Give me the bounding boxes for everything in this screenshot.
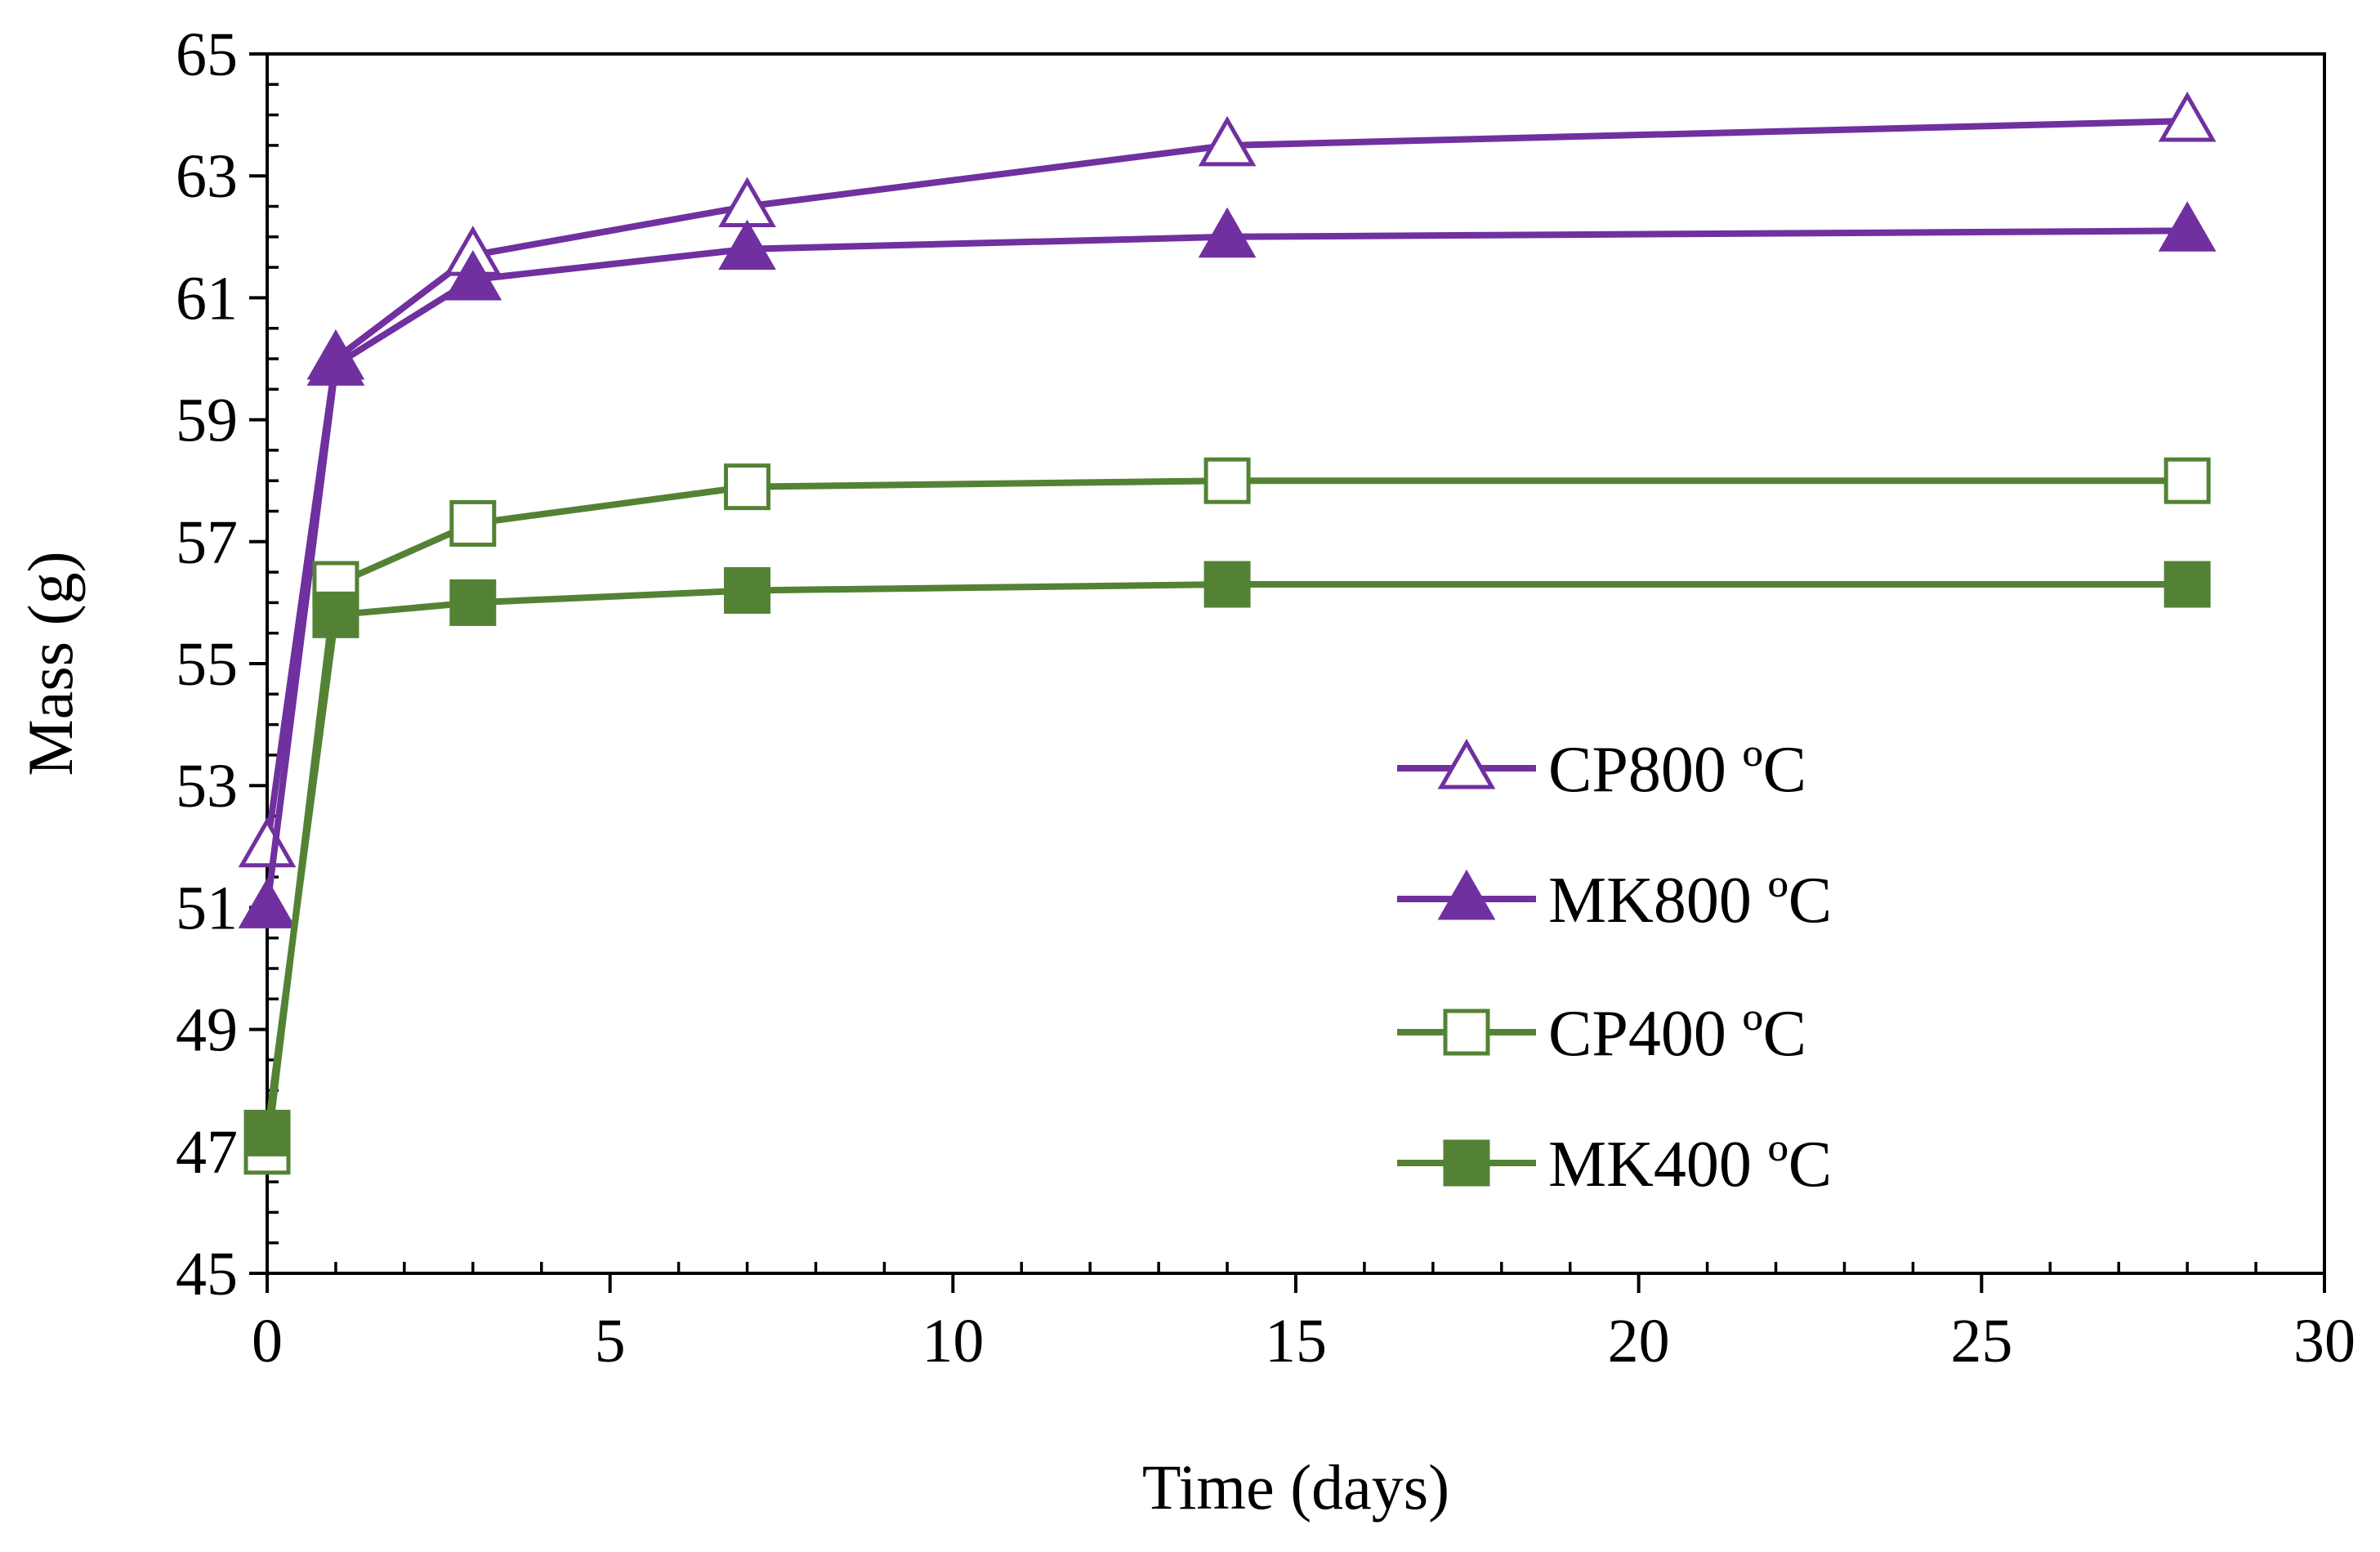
data-point (2163, 561, 2211, 608)
legend-label: MK400 ºC (1548, 1129, 1832, 1201)
legend-marker (1443, 1009, 1490, 1056)
legend-label: CP400 ºC (1548, 998, 1806, 1070)
data-point (238, 878, 297, 928)
y-tick-label: 55 (176, 630, 238, 699)
legend-entry: MK400 ºC (1397, 1129, 1832, 1201)
data-point (2158, 201, 2217, 252)
legend-entry: CP400 ºC (1397, 998, 1806, 1070)
legend-entry: CP800 ºC (1397, 734, 1806, 806)
data-point (238, 816, 297, 868)
y-tick-label: 53 (176, 752, 238, 821)
data-point (312, 591, 359, 638)
y-tick-label: 51 (176, 874, 238, 942)
data-point (2163, 457, 2211, 504)
series-line (264, 581, 2188, 1134)
legend-marker (1443, 1139, 1490, 1187)
plot-area (266, 52, 2326, 1275)
legend-label: MK800 ºC (1548, 865, 1832, 937)
y-tick-label: 59 (176, 387, 238, 455)
series-mk400-c (243, 561, 2211, 1156)
x-tick-label: 20 (1608, 1307, 1670, 1375)
series-line (264, 227, 2188, 908)
data-point (243, 1109, 291, 1156)
y-axis-title: Mass (g) (15, 551, 86, 776)
data-point (1203, 457, 1251, 504)
y-tick-label: 47 (176, 1118, 238, 1187)
data-point (1203, 561, 1251, 608)
legend: CP800 ºC MK800 ºC CP400 ºC MK400 ºC (1397, 734, 1832, 1201)
x-tick-label: 0 (252, 1307, 283, 1375)
x-tick-label: 5 (595, 1307, 626, 1375)
y-tick-label: 63 (176, 142, 238, 211)
data-point (306, 335, 365, 386)
y-tick-label: 57 (176, 508, 238, 577)
data-point (724, 566, 771, 614)
data-point (444, 249, 502, 301)
data-point (449, 579, 497, 626)
data-point (1198, 115, 1257, 167)
axes: 45 47 49 51 53 55 57 59 61 63 65 0 5 10 15 20 25 30 (176, 20, 2355, 1375)
legend-label: CP800 ºC (1548, 734, 1806, 806)
x-tick-label: 25 (1950, 1307, 2012, 1375)
series-mk800-c (238, 201, 2217, 928)
legend-entry: MK800 ºC (1397, 865, 1832, 937)
legend-marker (1437, 738, 1496, 789)
data-point (2158, 91, 2217, 142)
y-tick-label: 61 (176, 264, 238, 333)
x-tick-label: 10 (922, 1307, 984, 1375)
y-tick-label: 49 (176, 996, 238, 1065)
data-point (718, 219, 776, 271)
x-tick-label: 15 (1265, 1307, 1327, 1375)
x-axis-title: Time (days) (1142, 1451, 1449, 1523)
data-point (724, 463, 771, 511)
x-tick-label: 30 (2293, 1307, 2355, 1375)
legend-marker (1437, 869, 1496, 920)
y-tick-label: 45 (176, 1240, 238, 1308)
plot-frame (266, 52, 2326, 1275)
data-series (238, 91, 2217, 1175)
y-tick-label: 65 (176, 20, 238, 89)
data-point (449, 499, 497, 547)
data-point (1198, 207, 1257, 258)
